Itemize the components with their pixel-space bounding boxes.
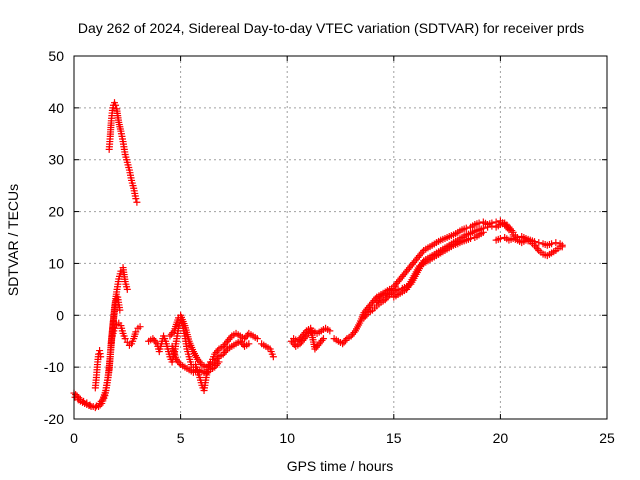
data-point <box>318 336 326 344</box>
data-point <box>363 310 371 318</box>
data-point <box>95 403 103 411</box>
series-mid_cluster_c <box>168 342 223 377</box>
data-point <box>301 329 309 337</box>
data-point <box>513 234 521 241</box>
x-axis-label: GPS time / hours <box>287 458 394 474</box>
y-tick-label: 20 <box>48 204 64 220</box>
data-point <box>97 353 105 361</box>
x-tick-label: 10 <box>279 430 295 446</box>
data-point <box>531 238 539 246</box>
series-track_early_b <box>71 293 124 412</box>
x-tick-label: 15 <box>386 430 402 446</box>
data-point <box>152 338 160 346</box>
series-spike_vertical <box>91 347 105 392</box>
data-point <box>116 306 124 314</box>
series-high_arc <box>105 99 141 206</box>
data-point <box>91 404 99 412</box>
y-tick-label: -20 <box>44 411 64 427</box>
data-point <box>341 336 349 344</box>
series-mid_cluster_b <box>166 311 253 371</box>
x-tick-label: 0 <box>70 430 78 446</box>
y-axis-label: SDTVAR / TECUs <box>5 184 21 296</box>
axis-ticks: 0 5 10 15 20 25 -20 -10 0 10 20 30 40 50 <box>44 48 615 446</box>
data-point <box>418 248 426 256</box>
data-point <box>533 245 541 253</box>
series-rise_b <box>373 217 513 306</box>
data-point <box>132 195 140 203</box>
data-point <box>269 353 277 361</box>
data-point <box>136 323 144 331</box>
data-point <box>111 324 119 332</box>
data-point <box>558 243 566 251</box>
data-point <box>226 334 234 342</box>
y-tick-label: -10 <box>44 359 64 375</box>
y-tick-label: 10 <box>48 255 64 271</box>
data-point <box>552 239 560 247</box>
data-point <box>492 218 500 226</box>
series-tail_b <box>509 231 566 251</box>
chart-title: Day 262 of 2024, Sidereal Day-to-day VTE… <box>78 20 584 36</box>
data-marks <box>70 99 566 412</box>
y-tick-label: 0 <box>56 307 64 323</box>
series-dip_segment <box>108 319 144 349</box>
y-tick-label: 40 <box>48 100 64 116</box>
series-seg_10_12_b <box>290 324 327 353</box>
plot-frame <box>73 55 608 420</box>
data-point <box>245 340 253 348</box>
data-point <box>121 335 129 343</box>
data-point <box>214 347 222 355</box>
data-point <box>133 198 141 206</box>
data-point <box>96 401 104 409</box>
x-tick-label: 20 <box>493 430 509 446</box>
data-point <box>548 240 556 248</box>
data-point <box>169 329 177 337</box>
data-point <box>475 219 483 227</box>
y-tick-label: 30 <box>48 152 64 168</box>
data-point <box>319 335 327 343</box>
data-point <box>112 101 120 109</box>
data-point <box>215 358 223 366</box>
y-tick-label: 50 <box>48 48 64 64</box>
data-point <box>505 226 513 234</box>
data-point <box>376 295 384 303</box>
data-point <box>479 228 487 236</box>
x-tick-label: 5 <box>177 430 185 446</box>
data-point <box>496 235 504 243</box>
data-point <box>222 347 230 355</box>
data-point <box>467 235 475 243</box>
data-point <box>504 224 512 232</box>
data-point <box>123 285 131 293</box>
data-point <box>196 359 204 367</box>
data-point <box>132 328 140 336</box>
x-tick-label: 25 <box>599 430 615 446</box>
data-point <box>87 403 95 411</box>
data-point <box>462 224 470 232</box>
data-point <box>175 359 183 367</box>
data-point <box>214 360 222 368</box>
data-point <box>326 327 334 335</box>
data-point <box>350 329 358 337</box>
series-short_seg_9 <box>258 340 277 361</box>
data-point <box>253 335 261 343</box>
series-rise_c <box>390 228 487 301</box>
data-point <box>535 239 543 247</box>
data-point <box>488 219 496 227</box>
